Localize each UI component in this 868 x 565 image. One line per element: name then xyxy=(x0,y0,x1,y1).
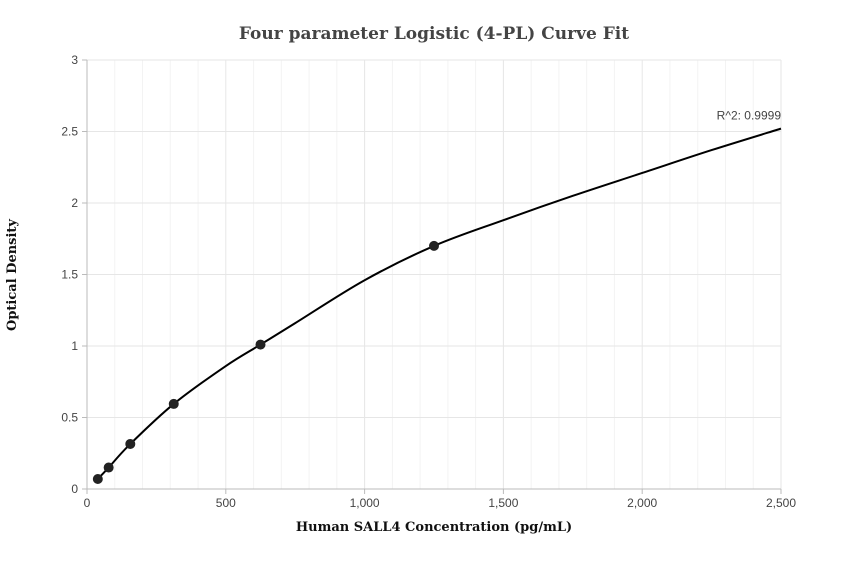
y-tick-label: 1 xyxy=(71,339,78,353)
y-tick-label: 2 xyxy=(71,196,78,210)
x-tick-label: 500 xyxy=(216,496,236,510)
y-tick-label: 0 xyxy=(71,482,78,496)
data-point[interactable] xyxy=(103,462,114,473)
y-axis-title: Optical Density xyxy=(5,219,20,331)
y-tick-label: 2.5 xyxy=(61,125,78,139)
chart-title: Four parameter Logistic (4-PL) Curve Fit xyxy=(239,24,629,44)
r-squared-annotation: R^2: 0.9999 xyxy=(717,109,782,123)
x-tick-label: 1,000 xyxy=(350,496,380,510)
data-layer: R^2: 0.9999 xyxy=(92,109,782,484)
data-point[interactable] xyxy=(125,438,136,449)
data-point[interactable] xyxy=(255,339,266,350)
y-tick-label: 3 xyxy=(71,53,78,67)
x-tick-label: 2,500 xyxy=(766,496,796,510)
data-point[interactable] xyxy=(92,473,103,484)
y-tick-label: 1.5 xyxy=(61,268,78,282)
x-axis-title: Human SALL4 Concentration (pg/mL) xyxy=(296,520,572,535)
x-tick-label: 2,000 xyxy=(627,496,657,510)
y-tick-label: 0.5 xyxy=(61,411,78,425)
axis-layer: 0 500 1,000 1,500 2,000 2,500 0 0.5 1 1.5 2 2.5 3 xyxy=(61,53,796,510)
data-point[interactable] xyxy=(168,398,179,409)
fit-curve-line xyxy=(97,127,782,480)
grid-layer xyxy=(87,59,782,489)
x-tick-label: 0 xyxy=(84,496,91,510)
data-point[interactable] xyxy=(429,240,439,251)
x-tick-label: 1,500 xyxy=(488,496,518,510)
